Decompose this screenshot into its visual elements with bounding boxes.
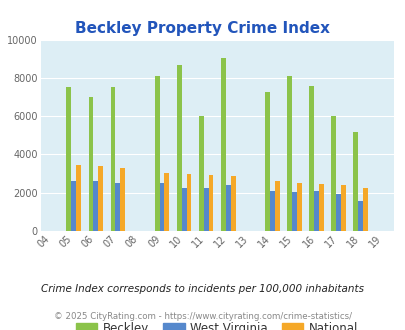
Bar [66,87,71,231]
Bar [120,168,125,231]
Bar [203,188,208,231]
Bar [335,194,340,231]
Bar [98,166,103,231]
Bar [330,116,335,231]
Bar [76,165,81,231]
Bar [309,85,313,231]
Bar [313,191,318,231]
Text: © 2025 CityRating.com - https://www.cityrating.com/crime-statistics/: © 2025 CityRating.com - https://www.city… [54,313,351,321]
Bar [164,173,169,231]
Bar [186,174,191,231]
Bar [274,181,279,231]
Bar [269,191,274,231]
Bar [115,183,120,231]
Bar [88,97,93,231]
Bar [208,176,213,231]
Bar [176,65,181,231]
Bar [110,87,115,231]
Bar [362,188,367,231]
Bar [220,58,225,231]
Legend: Beckley, West Virginia, National: Beckley, West Virginia, National [71,317,362,330]
Bar [71,181,76,231]
Bar [357,201,362,231]
Bar [318,184,323,231]
Bar [181,188,186,231]
Bar [286,76,291,231]
Bar [291,192,296,231]
Bar [352,132,357,231]
Bar [93,181,98,231]
Bar [154,76,159,231]
Bar [159,183,164,231]
Bar [230,177,235,231]
Bar [296,183,301,231]
Bar [264,92,269,231]
Bar [198,116,203,231]
Bar [340,185,345,231]
Text: Crime Index corresponds to incidents per 100,000 inhabitants: Crime Index corresponds to incidents per… [41,284,364,294]
Text: Beckley Property Crime Index: Beckley Property Crime Index [75,21,330,36]
Bar [225,185,230,231]
